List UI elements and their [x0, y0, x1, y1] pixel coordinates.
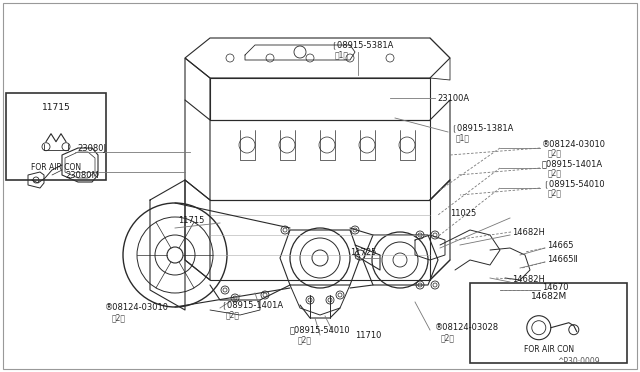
Text: （2）: （2） — [226, 311, 240, 320]
Text: Ⓥ08915-1401A: Ⓥ08915-1401A — [542, 160, 603, 169]
Text: ❲08915-1381A: ❲08915-1381A — [450, 124, 513, 132]
Text: 14665: 14665 — [547, 241, 573, 250]
Text: ❲08915-5381A: ❲08915-5381A — [330, 41, 394, 49]
Bar — [6, 93, 106, 180]
Text: 11710: 11710 — [355, 330, 381, 340]
Text: （2）: （2） — [548, 189, 562, 198]
Text: （1）: （1） — [456, 134, 470, 142]
Text: （1）: （1） — [335, 51, 349, 60]
Text: FOR AIR CON: FOR AIR CON — [524, 345, 574, 354]
Text: ❲08915-1401A: ❲08915-1401A — [220, 301, 283, 310]
Text: 11715: 11715 — [178, 215, 204, 224]
Text: FOR AIR CON: FOR AIR CON — [31, 163, 81, 172]
Text: ®08124-03010: ®08124-03010 — [105, 304, 169, 312]
Text: 11715: 11715 — [42, 103, 70, 112]
Text: 23080M: 23080M — [65, 170, 99, 180]
Text: （2）: （2） — [112, 314, 126, 323]
Text: 14665Ⅱ: 14665Ⅱ — [547, 254, 578, 263]
Text: 23100A: 23100A — [437, 93, 469, 103]
Text: ®08124-03028: ®08124-03028 — [435, 324, 499, 333]
Text: （2）: （2） — [548, 148, 562, 157]
Text: ❲08915-54010: ❲08915-54010 — [542, 180, 605, 189]
Text: ®08124-03010: ®08124-03010 — [542, 140, 606, 148]
Text: （2）: （2） — [441, 334, 455, 343]
Text: 14682M: 14682M — [531, 292, 567, 301]
Text: 14670: 14670 — [542, 282, 568, 292]
Text: ^P30·0009: ^P30·0009 — [557, 357, 600, 366]
Bar — [470, 283, 627, 363]
Text: （2）: （2） — [298, 336, 312, 344]
Text: 23080J: 23080J — [77, 144, 106, 153]
Text: （2）: （2） — [548, 169, 562, 177]
Text: 11025: 11025 — [450, 208, 476, 218]
Text: Ⓥ08915-54010: Ⓥ08915-54010 — [290, 326, 351, 334]
Text: 14682H: 14682H — [512, 275, 545, 283]
Text: 11725: 11725 — [350, 247, 376, 257]
Text: 14682H: 14682H — [512, 228, 545, 237]
